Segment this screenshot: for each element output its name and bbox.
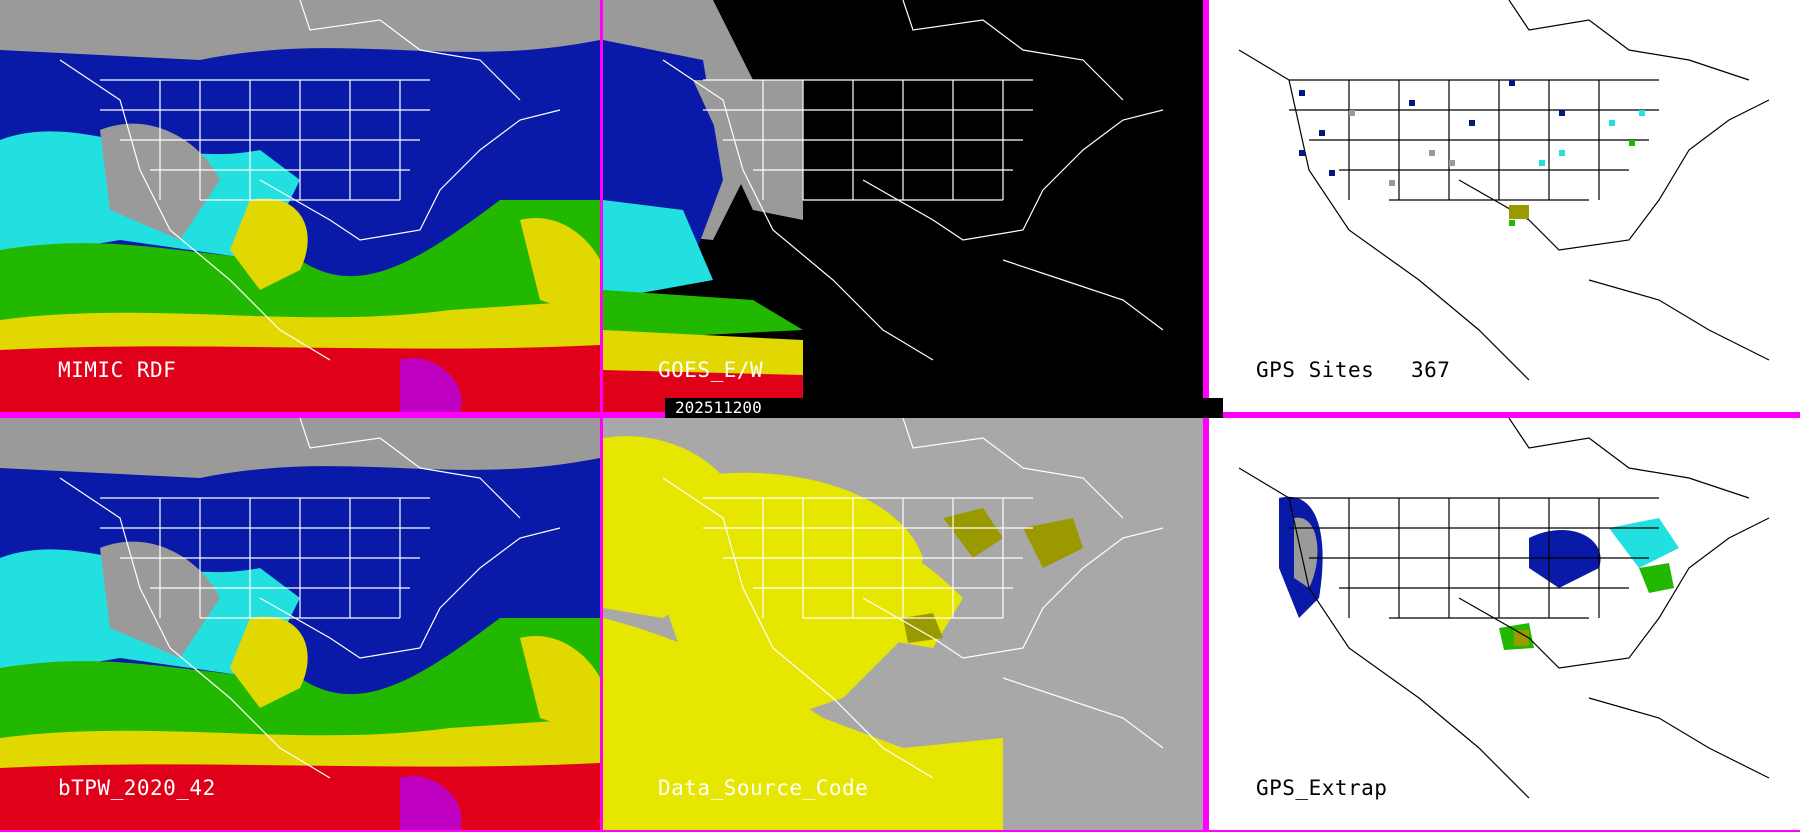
timestamp-bar: 202511200 bbox=[665, 398, 1223, 418]
panel-label: bTPW_2020_42 bbox=[58, 776, 216, 800]
panel-mimic-rdf: MIMIC RDF bbox=[0, 0, 600, 412]
panel-gps-extrap: GPS_Extrap bbox=[1206, 418, 1800, 830]
north-america-map-icon bbox=[0, 418, 600, 830]
panel-label: GPS Sites bbox=[1256, 358, 1375, 382]
panel-label: MIMIC RDF bbox=[58, 358, 177, 382]
north-america-map-icon bbox=[603, 0, 1203, 412]
panel-label: GOES_E/W bbox=[658, 358, 764, 382]
panel-label: Data_Source_Code bbox=[658, 776, 869, 800]
north-america-map-icon bbox=[603, 418, 1203, 830]
panel-goes-ew: GOES_E/W bbox=[603, 0, 1203, 412]
panel-btpw: bTPW_2020_42 bbox=[0, 418, 600, 830]
panel-gps-sites: GPS Sites 367 bbox=[1206, 0, 1800, 412]
north-america-map-icon bbox=[1209, 0, 1800, 412]
gps-site-count: 367 bbox=[1411, 358, 1451, 382]
north-america-map-icon bbox=[1209, 418, 1800, 830]
north-america-map-icon bbox=[0, 0, 600, 412]
panel-data-source-code: Data_Source_Code bbox=[603, 418, 1203, 830]
timestamp: 202511200 bbox=[675, 398, 762, 417]
panel-label: GPS_Extrap bbox=[1256, 776, 1388, 800]
